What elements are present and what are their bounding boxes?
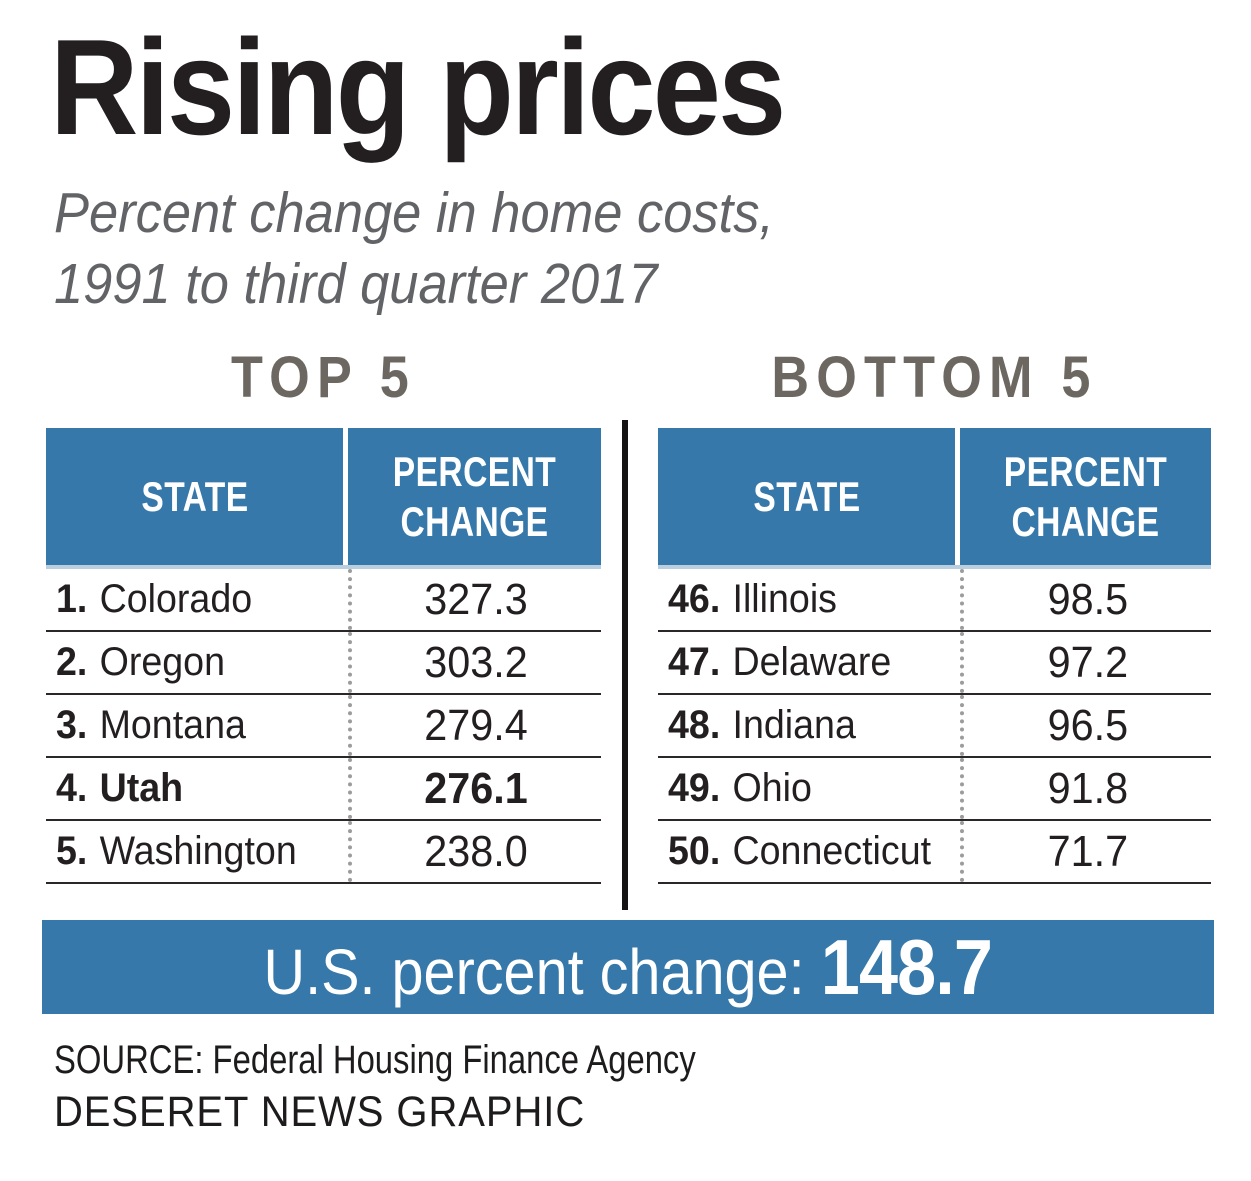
state-cell: 47. Delaware [658, 640, 960, 685]
percent-cell: 303.2 [348, 632, 601, 693]
bottom5-heading: BOTTOM 5 [771, 345, 1098, 410]
rank: 1. [56, 577, 88, 621]
percent-value: 98.5 [1047, 574, 1128, 624]
us-percent-change-line: U.S. percent change: 148.7 [264, 922, 993, 1013]
percent-cell: 279.4 [348, 695, 601, 756]
top5-table-body: 1. Colorado 327.3 2. Oregon 303.2 3. Montan… [46, 569, 601, 884]
page-subtitle: Percent change in home costs, 1991 to th… [54, 178, 774, 321]
state-name: Illinois [732, 577, 837, 621]
state-cell: 48. Indiana [658, 703, 960, 748]
percent-value: 279.4 [424, 700, 529, 750]
state-cell: 46. Illinois [658, 577, 960, 622]
percent-cell: 327.3 [348, 569, 601, 630]
state-cell: 3. Montana [46, 703, 348, 748]
state-cell: 2. Oregon [46, 640, 348, 685]
percent-cell: 91.8 [960, 758, 1211, 819]
percent-value: 96.5 [1047, 700, 1128, 750]
percent-cell: 96.5 [960, 695, 1211, 756]
top5-table: STATE PERCENT CHANGE 1. Colorado 327.3 2.… [46, 428, 601, 884]
state-cell: 1. Colorado [46, 577, 348, 622]
percent-value: 303.2 [424, 637, 529, 687]
subtitle-line-2: 1991 to third quarter 2017 [54, 252, 658, 317]
table-row-utah: 4. Utah 276.1 [46, 758, 601, 821]
state-cell: 50. Connecticut [658, 829, 960, 874]
rank: 2. [56, 640, 88, 684]
column-header-percent-change: PERCENT CHANGE [960, 428, 1211, 565]
state-cell: 5. Washington [46, 829, 348, 874]
table-row: 3. Montana 279.4 [46, 695, 601, 758]
rank: 47. [668, 640, 721, 684]
tables-divider [622, 420, 628, 910]
state-name: Connecticut [732, 829, 932, 873]
table-row: 46. Illinois 98.5 [658, 569, 1211, 632]
page-title: Rising prices [50, 11, 786, 163]
percent-cell: 238.0 [348, 821, 601, 882]
state-cell: 49. Ohio [658, 766, 960, 811]
credit-line: DESERET NEWS GRAPHIC [54, 1088, 586, 1136]
table-row: 1. Colorado 327.3 [46, 569, 601, 632]
state-name: Indiana [732, 703, 856, 747]
table-row: 47. Delaware 97.2 [658, 632, 1211, 695]
us-percent-change-label: U.S. percent change: [263, 935, 805, 1008]
state-name: Washington [99, 829, 297, 873]
rank: 49. [668, 766, 721, 810]
table-row: 5. Washington 238.0 [46, 821, 601, 884]
state-cell: 4. Utah [46, 766, 348, 811]
state-name: Ohio [732, 766, 812, 810]
rank: 4. [56, 766, 88, 810]
header-column-gap [955, 428, 960, 565]
state-name: Utah [99, 766, 184, 810]
us-percent-change-value: 148.7 [821, 922, 993, 1011]
state-name: Oregon [99, 640, 225, 684]
percent-value: 276.1 [424, 763, 529, 813]
rank: 46. [668, 577, 721, 621]
state-name: Delaware [732, 640, 892, 684]
percent-value: 91.8 [1047, 763, 1128, 813]
table-row: 50. Connecticut 71.7 [658, 821, 1211, 884]
bottom5-table-body: 46. Illinois 98.5 47. Delaware 97.2 48. Ind… [658, 569, 1211, 884]
percent-cell: 98.5 [960, 569, 1211, 630]
percent-value: 71.7 [1047, 826, 1128, 876]
percent-cell: 97.2 [960, 632, 1211, 693]
subtitle-line-1: Percent change in home costs, [54, 181, 775, 245]
source-line: SOURCE: Federal Housing Finance Agency [54, 1038, 696, 1082]
state-name: Montana [99, 703, 246, 747]
column-header-state: STATE [658, 428, 955, 565]
percent-cell: 276.1 [348, 758, 601, 819]
percent-value: 327.3 [424, 574, 529, 624]
bottom5-table-header: STATE PERCENT CHANGE [658, 428, 1211, 569]
top5-table-header: STATE PERCENT CHANGE [46, 428, 601, 569]
rank: 48. [668, 703, 721, 747]
column-header-percent-change: PERCENT CHANGE [348, 428, 601, 565]
bottom5-table: STATE PERCENT CHANGE 46. Illinois 98.5 47… [658, 428, 1211, 884]
percent-value: 97.2 [1047, 637, 1128, 687]
rank: 5. [56, 829, 88, 873]
us-percent-change-banner: U.S. percent change: 148.7 [42, 920, 1214, 1014]
table-row: 2. Oregon 303.2 [46, 632, 601, 695]
table-row: 49. Ohio 91.8 [658, 758, 1211, 821]
state-name: Colorado [99, 577, 253, 621]
header-column-gap [343, 428, 348, 565]
percent-cell: 71.7 [960, 821, 1211, 882]
column-header-state: STATE [46, 428, 343, 565]
top5-heading: TOP 5 [231, 345, 416, 410]
rank: 3. [56, 703, 88, 747]
rank: 50. [668, 829, 721, 873]
table-row: 48. Indiana 96.5 [658, 695, 1211, 758]
percent-value: 238.0 [424, 826, 529, 876]
